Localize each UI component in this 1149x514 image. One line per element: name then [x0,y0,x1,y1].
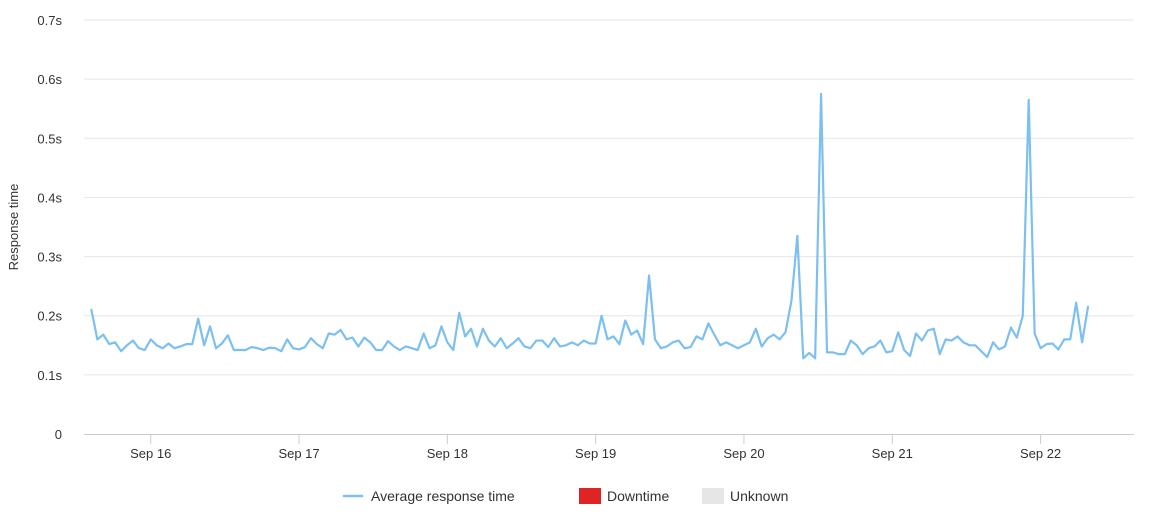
y-tick-label: 0 [55,427,62,442]
y-axis-title: Response time [6,184,21,271]
y-tick-label: 0.7s [37,13,62,28]
x-tick-label: Sep 16 [130,446,171,461]
y-tick-label: 0.2s [37,309,62,324]
x-axis-ticks: Sep 16 Sep 17 Sep 18 Sep 19 Sep 20 Sep 21 Sep … [130,434,1061,461]
y-tick-label: 0.1s [37,368,62,383]
legend-label: Downtime [607,488,669,504]
x-tick-label: Sep 20 [723,446,764,461]
gridlines [84,19,1134,376]
legend-square-marker [702,488,724,504]
x-tick-label: Sep 17 [278,446,319,461]
y-tick-label: 0.3s [37,250,62,265]
series-layer [90,92,1090,360]
y-axis-ticks: 0 0.1s 0.2s 0.3s 0.4s 0.5s 0.6s 0.7s [37,13,62,442]
y-tick-label: 0.5s [37,131,62,146]
y-tick-label: 0.6s [37,72,62,87]
x-tick-label: Sep 18 [427,446,468,461]
legend: Average response time Downtime Unknown [342,488,788,504]
x-tick-label: Sep 19 [575,446,616,461]
x-tick-label: Sep 21 [872,446,913,461]
legend-label: Unknown [730,488,788,504]
x-tick-label: Sep 22 [1020,446,1061,461]
y-tick-label: 0.4s [37,190,62,205]
legend-label: Average response time [371,488,515,504]
legend-square-marker [579,488,601,504]
series-line-average-response-time [90,92,1090,360]
